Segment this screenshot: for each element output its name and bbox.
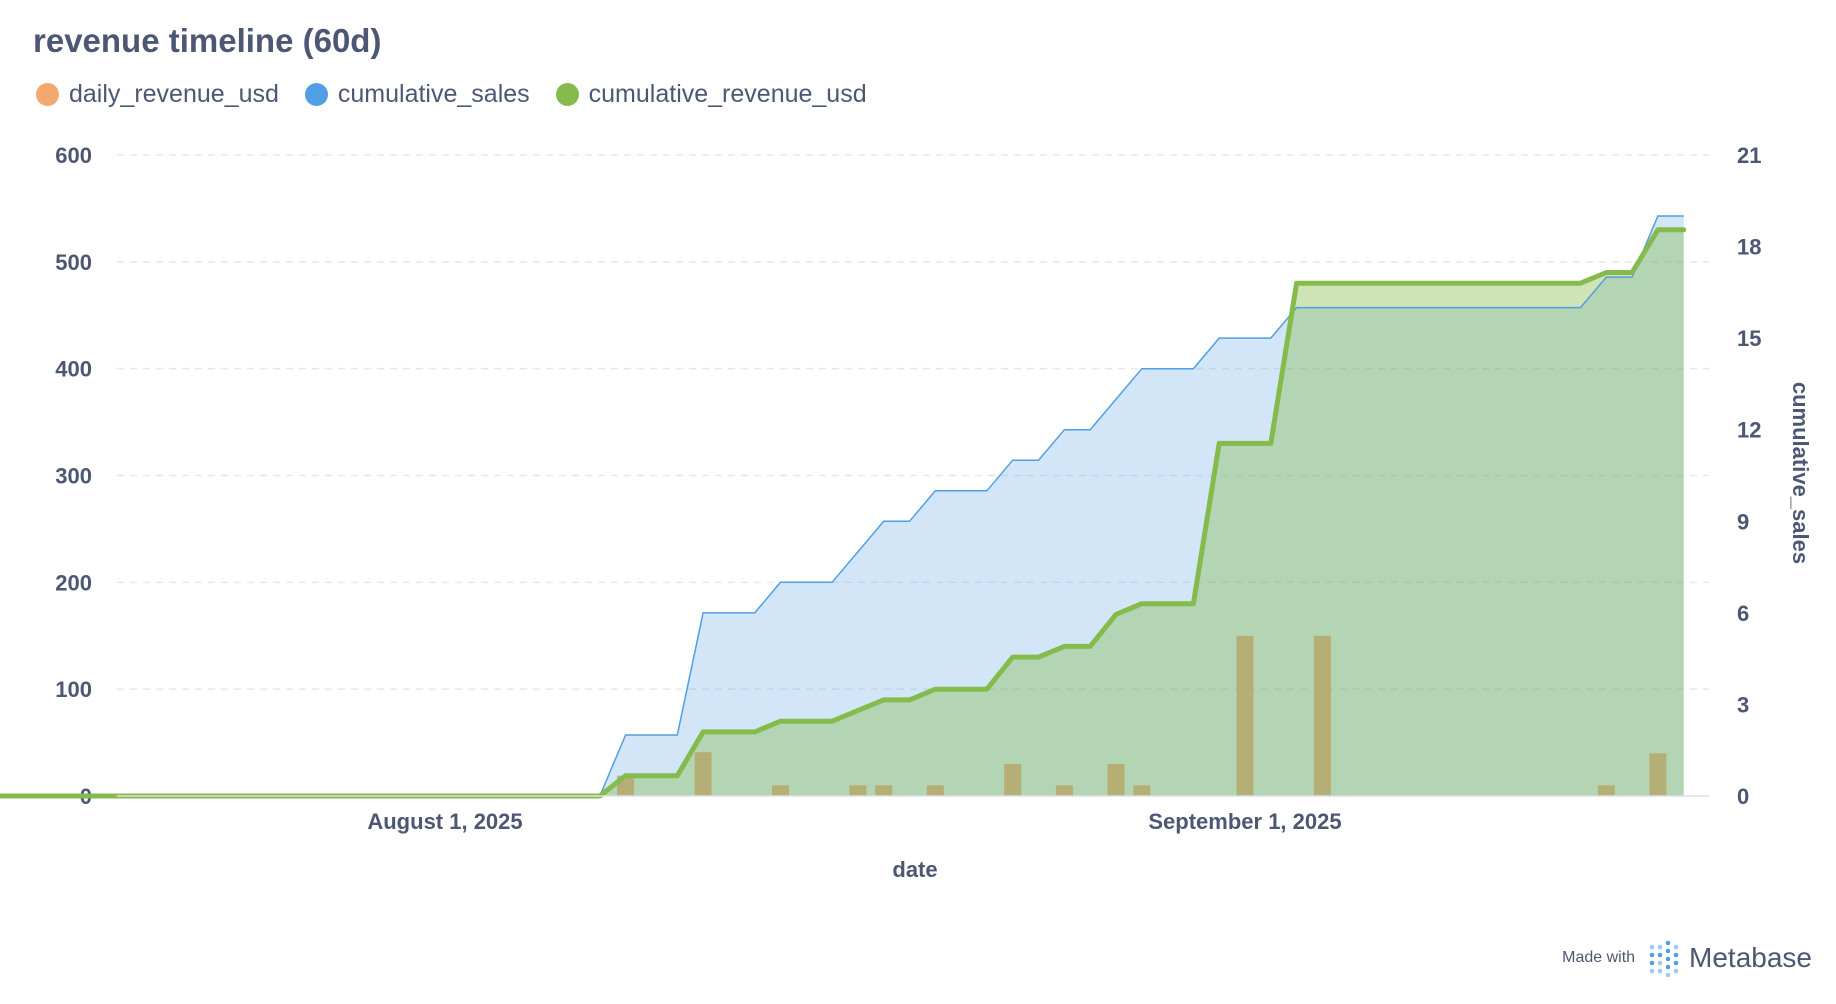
legend-item-cumulative-sales[interactable]: cumulative_sales (304, 80, 530, 109)
series-lines (0, 215, 1687, 799)
legend-label-cumulative-revenue-usd: cumulative_revenue_usd (588, 80, 867, 108)
grid-lines (117, 154, 1709, 690)
x-tick-label: September 1, 2025 (1148, 809, 1341, 834)
y-left-tick-label: 200 (55, 570, 92, 595)
cumulative-revenue-line (0, 227, 1687, 799)
chart-legend: daily_revenue_usd cumulative_sales cumul… (36, 80, 893, 109)
legend-label-daily-revenue-usd: daily_revenue_usd (69, 80, 279, 108)
legend-item-cumulative-revenue-usd[interactable]: cumulative_revenue_usd (555, 80, 867, 109)
daily-revenue-bar (1597, 785, 1615, 796)
daily-revenue-bar (849, 785, 867, 796)
y-left-tick-label: 300 (55, 464, 92, 489)
y-right-tick-label: 0 (1737, 784, 1749, 809)
daily-revenue-bar (1649, 753, 1667, 796)
y-left-tick-label: 500 (55, 250, 92, 275)
cumulative-sales-line (0, 215, 1684, 797)
daily-revenue-bar (772, 785, 789, 796)
y-right-tick-label: 3 (1737, 692, 1749, 717)
daily-revenue-bar (875, 785, 893, 796)
legend-dot-daily-revenue-usd (36, 83, 59, 106)
daily-revenue-bar (1313, 635, 1331, 797)
chart-title: revenue timeline (60d) (33, 22, 382, 59)
legend-label-cumulative-sales: cumulative_sales (337, 80, 530, 108)
daily-revenue-bar (1236, 635, 1254, 797)
y-right-tick-label: 9 (1737, 509, 1749, 534)
daily-revenue-bar (1055, 785, 1073, 796)
x-tick-label: August 1, 2025 (367, 809, 522, 834)
series-bars (617, 635, 1667, 797)
series-areas (0, 216, 1684, 796)
made-with-label: Made with (1562, 949, 1636, 966)
y-right-tick-label: 6 (1737, 601, 1749, 626)
daily-revenue-bar (1133, 785, 1151, 796)
y-right-tick-label: 15 (1737, 326, 1761, 351)
legend-dot-cumulative-sales (304, 83, 328, 106)
daily-revenue-bar (694, 752, 712, 796)
y-axis-right-ticks: 0 3 6 9 12 15 18 21 (1737, 143, 1761, 809)
y-left-tick-label: 600 (55, 143, 92, 168)
x-axis-label: date (892, 857, 937, 882)
daily-revenue-bar (1107, 764, 1125, 796)
y-axis-right-label: cumulative_sales (1788, 382, 1813, 564)
y-left-tick-label: 100 (55, 677, 92, 702)
cumulative-revenue-area (0, 229, 1684, 796)
y-right-tick-label: 12 (1737, 418, 1761, 443)
legend-item-daily-revenue-usd[interactable]: daily_revenue_usd (36, 80, 279, 109)
metabase-logo-icon[interactable] (1647, 938, 1681, 978)
y-right-tick-label: 21 (1737, 143, 1761, 168)
daily-revenue-bar (1004, 764, 1022, 796)
y-right-tick-label: 18 (1737, 235, 1761, 260)
legend-dot-cumulative-revenue-usd (555, 83, 579, 106)
footer: Made with Metabase (1562, 938, 1812, 978)
x-axis-ticks: August 1, 2025 September 1, 2025 (367, 809, 1341, 834)
cumulative-sales-area (0, 216, 1684, 796)
metabase-brand-name: Metabase (1689, 942, 1812, 973)
y-left-tick-label: 400 (55, 357, 92, 382)
daily-revenue-bar (926, 785, 944, 796)
